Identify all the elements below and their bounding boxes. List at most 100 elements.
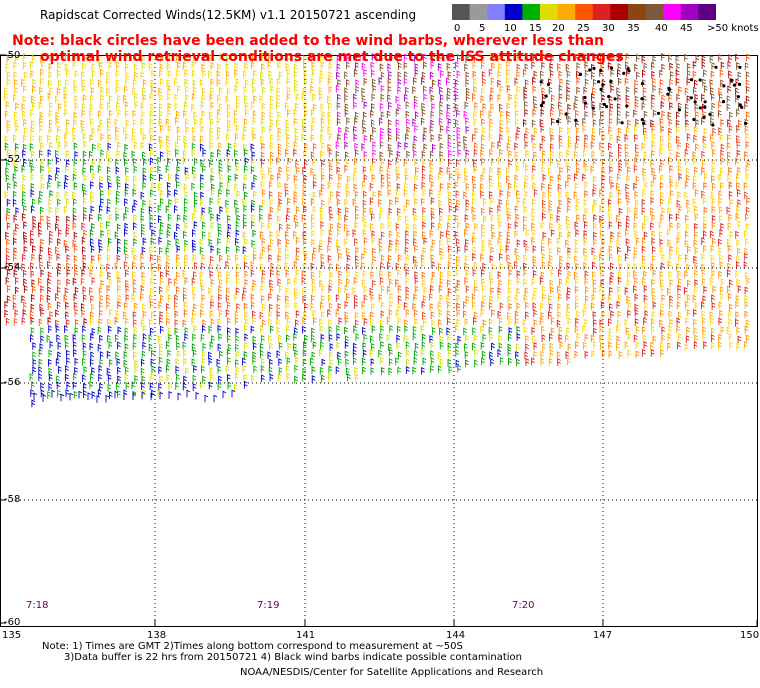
wind-barb (710, 110, 715, 119)
wind-barb (336, 117, 341, 126)
wind-barb (14, 111, 18, 119)
wind-barb (480, 341, 485, 350)
wind-barb (514, 247, 519, 256)
wind-barb (270, 174, 275, 182)
wind-barb (98, 287, 103, 295)
wind-barb (115, 351, 119, 360)
wind-barb (82, 183, 86, 192)
wind-barb (185, 173, 190, 181)
wind-barb (227, 381, 232, 390)
wind-barb (353, 53, 358, 61)
wind-barb (380, 93, 385, 102)
wind-barb (30, 134, 35, 143)
wind-barb (134, 359, 139, 368)
wind-barb (302, 316, 307, 325)
wind-barb (107, 125, 111, 133)
wind-barb (624, 253, 629, 261)
wind-barb (6, 148, 11, 157)
wind-barb (371, 302, 375, 311)
wind-barb (327, 294, 332, 303)
wind-barb (99, 270, 104, 279)
wind-barb (395, 196, 399, 205)
wind-barb (225, 309, 230, 317)
wind-barb (574, 325, 579, 333)
wind-barb (677, 270, 681, 279)
wind-barb (39, 246, 44, 254)
wind-barb (727, 85, 732, 94)
wind-barb (40, 158, 45, 166)
wind-barb (430, 277, 435, 286)
wind-barb (150, 79, 155, 88)
wind-barb (549, 127, 554, 136)
wind-barb (363, 247, 368, 256)
wind-barb (608, 142, 612, 151)
wind-barb (286, 68, 291, 77)
wind-barb (90, 351, 95, 360)
wind-barb (244, 341, 248, 350)
colorbar-legend: 0 5 10 15 20 25 30 35 40 45 >50 knots (452, 4, 759, 36)
wind-barb (608, 341, 612, 350)
wind-barb (701, 277, 706, 286)
wind-barb (216, 70, 221, 79)
wind-barb (644, 302, 649, 310)
wind-barb (387, 261, 391, 270)
wind-barb (226, 301, 231, 310)
wind-barb (583, 341, 587, 350)
wind-barb (362, 119, 366, 128)
wind-barb (540, 221, 545, 230)
wind-barb (65, 228, 70, 237)
wind-barb (13, 269, 18, 278)
wind-barb (389, 239, 393, 248)
colorbar-label-5: 5 (479, 23, 486, 34)
wind-barb (209, 367, 214, 375)
wind-barb (106, 150, 110, 159)
wind-barb (660, 101, 665, 109)
wind-barb (150, 237, 155, 246)
wind-barb (294, 134, 299, 143)
wind-barb (90, 205, 95, 214)
contamination-marker (556, 119, 560, 123)
wind-barb (56, 286, 61, 295)
wind-barb (168, 382, 173, 390)
wind-barb (250, 374, 255, 383)
wind-barb (160, 294, 164, 303)
wind-barb (267, 61, 272, 69)
wind-barb (57, 351, 61, 360)
wind-barb (276, 157, 281, 165)
wind-barb (182, 382, 187, 391)
wind-barb (277, 149, 282, 157)
wind-barb (575, 340, 579, 349)
wind-barb (278, 223, 283, 232)
wind-barb (465, 55, 470, 64)
wind-barb (125, 293, 130, 302)
wind-barb (710, 341, 715, 350)
wind-barb (369, 222, 374, 231)
wind-barb (720, 326, 725, 334)
wind-barb (465, 71, 470, 80)
wind-barb (123, 151, 128, 160)
wind-barb (23, 158, 27, 166)
wind-barb (293, 190, 298, 199)
wind-barb (150, 189, 154, 198)
wind-barb (659, 341, 664, 350)
wind-barb (404, 246, 409, 255)
wind-barb (395, 262, 400, 271)
wind-barb (252, 247, 257, 255)
wind-barb (243, 221, 247, 229)
wind-barb (132, 278, 137, 287)
wind-barb (23, 85, 27, 93)
wind-barb (525, 245, 529, 253)
wind-barb (46, 334, 51, 343)
wind-barb (56, 87, 61, 96)
wind-barb (346, 254, 351, 263)
wind-barb (431, 239, 436, 247)
wind-barb (175, 55, 180, 63)
wind-barb (117, 294, 122, 303)
wind-barb (40, 389, 45, 398)
wind-barb (64, 108, 69, 117)
wind-barb (131, 150, 136, 159)
wind-barb (372, 255, 377, 264)
wind-barb (320, 253, 325, 262)
wind-barb (82, 350, 87, 358)
wind-barb (210, 167, 215, 176)
